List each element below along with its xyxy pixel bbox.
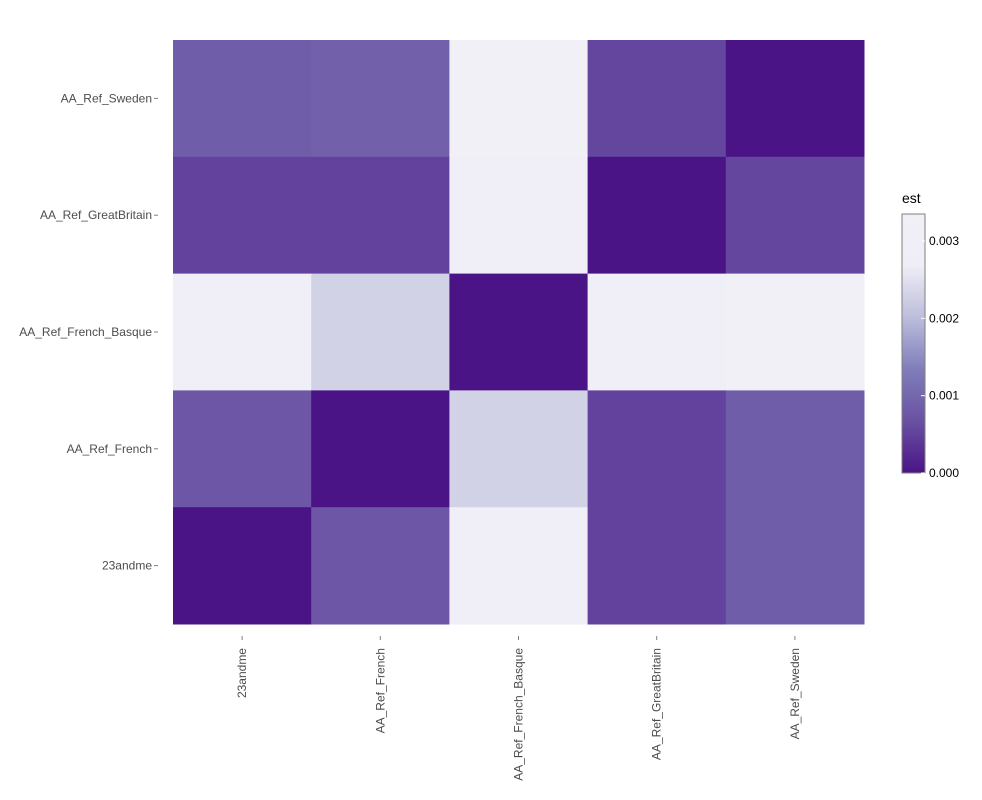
- heatmap-cell-aa-ref-french-23andme: [173, 390, 312, 508]
- heatmap-cell-23andme-aa-ref-sweden: [725, 507, 865, 625]
- y-tick-label-aa-ref-french-basque: AA_Ref_French_Basque: [19, 325, 152, 339]
- legend-tick-label: 0.003: [929, 234, 959, 248]
- heatmap-cell-aa-ref-french-basque-aa-ref-french-basque: [449, 273, 589, 391]
- heatmap-cell-aa-ref-french-basque-aa-ref-french: [311, 273, 450, 391]
- legend-tick-label: 0.001: [929, 389, 959, 403]
- heatmap-cell-aa-ref-greatbritain-aa-ref-greatbritain: [587, 156, 727, 275]
- heatmap-cell-aa-ref-sweden-aa-ref-sweden: [725, 40, 865, 158]
- color-legend: est 0.000 0.001 0.002 0.003: [901, 190, 959, 480]
- heatmap-cell-aa-ref-sweden-23andme: [173, 40, 312, 158]
- y-axis: AA_Ref_Sweden AA_Ref_GreatBritain AA_Ref_F…: [19, 91, 158, 573]
- heatmap-cells: [173, 40, 865, 625]
- x-tick-label-aa-ref-sweden: AA_Ref_Sweden: [788, 648, 802, 739]
- legend-tick-label: 0.000: [929, 466, 959, 480]
- x-tick-label-aa-ref-greatbritain: AA_Ref_GreatBritain: [650, 648, 664, 760]
- heatmap-cell-aa-ref-french-basque-aa-ref-greatbritain: [587, 273, 727, 391]
- heatmap-cell-aa-ref-french-basque-23andme: [173, 273, 312, 391]
- y-tick-label-aa-ref-sweden: AA_Ref_Sweden: [61, 91, 152, 105]
- heatmap-cell-aa-ref-sweden-aa-ref-french: [311, 40, 450, 158]
- y-tick-label-aa-ref-greatbritain: AA_Ref_GreatBritain: [40, 208, 152, 222]
- heatmap-cell-aa-ref-greatbritain-23andme: [173, 156, 312, 275]
- x-tick-label-aa-ref-french: AA_Ref_French: [373, 648, 387, 733]
- heatmap-cell-23andme-23andme: [173, 507, 312, 625]
- heatmap-cell-aa-ref-french-aa-ref-greatbritain: [587, 390, 727, 508]
- heatmap-cell-23andme-aa-ref-french: [311, 507, 450, 625]
- heatmap-cell-aa-ref-french-basque-aa-ref-sweden: [725, 273, 865, 391]
- heatmap-cell-23andme-aa-ref-french-basque: [449, 507, 589, 625]
- x-axis: 23andme AA_Ref_French AA_Ref_French_Basque…: [235, 636, 802, 781]
- heatmap-cell-aa-ref-french-aa-ref-french: [311, 390, 450, 508]
- x-tick-label-aa-ref-french-basque: AA_Ref_French_Basque: [512, 648, 526, 781]
- legend-ticks: 0.000 0.001 0.002 0.003: [921, 234, 959, 480]
- heatmap-cell-aa-ref-greatbritain-aa-ref-french: [311, 156, 450, 275]
- heatmap-cell-aa-ref-greatbritain-aa-ref-sweden: [725, 156, 865, 275]
- heatmap-cell-aa-ref-french-aa-ref-french-basque: [449, 390, 589, 508]
- y-tick-label-aa-ref-french: AA_Ref_French: [67, 442, 152, 456]
- legend-title: est: [902, 190, 921, 206]
- legend-color-bar: [901, 213, 926, 474]
- heatmap-cell-aa-ref-sweden-aa-ref-french-basque: [449, 40, 589, 158]
- y-tick-label-23andme: 23andme: [102, 559, 152, 573]
- legend-tick-label: 0.002: [929, 311, 959, 325]
- heatmap-cell-23andme-aa-ref-greatbritain: [587, 507, 727, 625]
- heatmap-cell-aa-ref-greatbritain-aa-ref-french-basque: [449, 156, 589, 275]
- heatmap-cell-aa-ref-sweden-aa-ref-greatbritain: [587, 40, 727, 158]
- x-tick-label-23andme: 23andme: [235, 648, 249, 698]
- heatmap-cell-aa-ref-french-aa-ref-sweden: [725, 390, 865, 508]
